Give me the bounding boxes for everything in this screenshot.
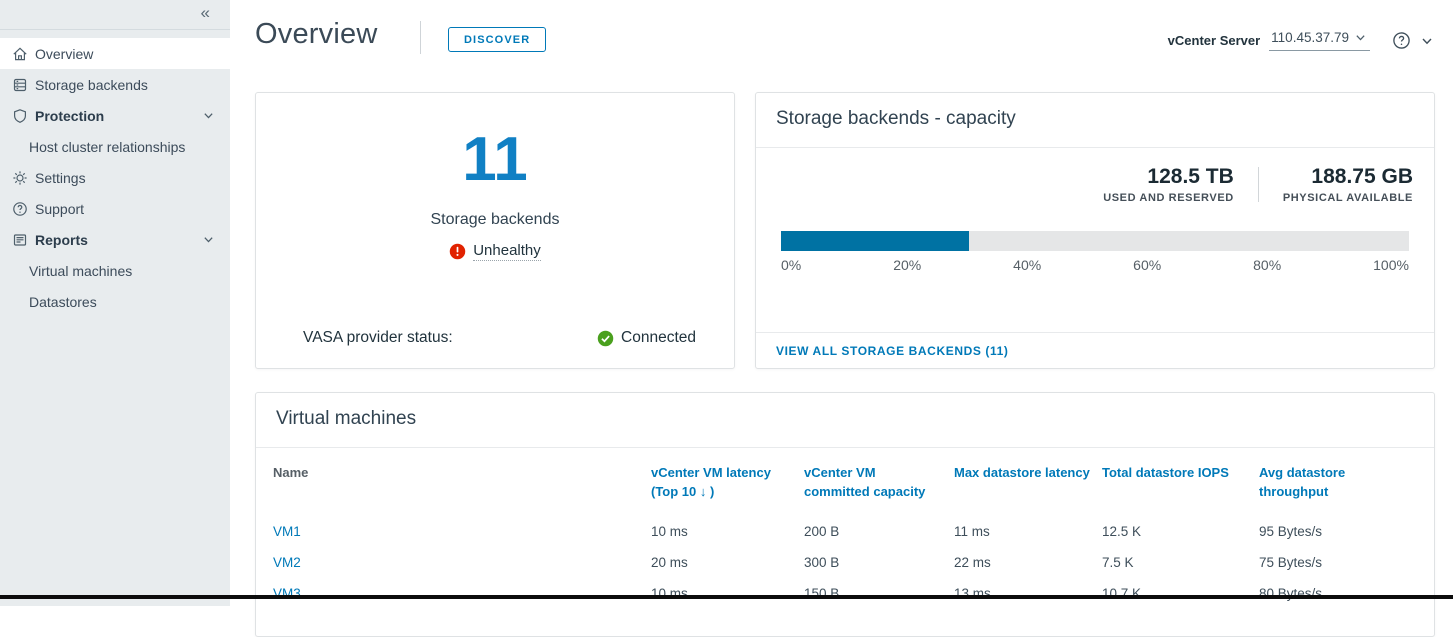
sidebar-item-virtual-machines[interactable]: Virtual machines [0,255,230,286]
axis-tick: 20% [893,257,922,273]
virtual-machines-table: Name vCenter VM latency (Top 10 ↓ ) vCent… [273,463,1416,609]
axis-tick: 80% [1253,257,1282,273]
storage-backends-summary-card: 11 Storage backends Unhealthy VASA provi… [255,92,735,369]
axis-tick: 0% [781,257,802,273]
column-header-max-datastore-latency[interactable]: Max datastore latency [954,465,1090,480]
chevron-down-icon[interactable] [203,110,214,121]
virtual-machines-card-title: Virtual machines [256,393,1434,448]
sidebar-item-support[interactable]: Support [0,193,230,224]
health-status-row: Unhealthy [256,242,734,261]
vasa-provider-label: VASA provider status: [303,329,453,346]
health-status-label[interactable]: Unhealthy [473,242,541,261]
physical-available-value: 188.75 GB [1311,165,1413,188]
report-icon [12,232,28,248]
vasa-status-label: Connected [621,329,696,346]
home-icon [12,46,28,62]
header-right: vCenter Server 110.45.37.79 [1168,30,1433,51]
vm-name-link[interactable]: VM1 [273,524,301,539]
physical-available-stat: 188.75 GB PHYSICAL AVAILABLE [1283,165,1413,204]
capacity-bar-track [781,231,1409,251]
virtual-machines-card: Virtual machines Name vCenter VM latency… [255,392,1435,637]
used-reserved-stat: 128.5 TB USED AND RESERVED [1103,165,1234,204]
vcenter-server-dropdown[interactable]: 110.45.37.79 [1269,30,1370,51]
success-icon [597,330,614,347]
sidebar-item-label: Virtual machines [29,262,133,279]
capacity-card-footer: VIEW ALL STORAGE BACKENDS (11) [756,332,1434,368]
sidebar-nav: Overview Storage backends Protection [0,30,230,317]
column-header-vm-latency[interactable]: vCenter VM latency (Top 10 ↓ ) [651,465,771,499]
table-row: VM3 10 ms 150 B 13 ms 10.7 K 80 Bytes/s [273,578,1416,609]
sidebar-item-label: Datastores [29,293,97,310]
chevron-down-icon[interactable] [203,234,214,245]
help-icon[interactable] [1392,31,1411,50]
vasa-provider-row: VASA provider status: Connected [303,329,696,347]
physical-available-label: PHYSICAL AVAILABLE [1282,192,1413,204]
vm-name-link[interactable]: VM2 [273,555,301,570]
sidebar-item-overview[interactable]: Overview [0,38,230,69]
capacity-axis: 0% 20% 40% 60% 80% 100% [781,257,1409,273]
sidebar-item-storage-backends[interactable]: Storage backends [0,69,230,100]
used-reserved-label: USED AND RESERVED [1103,192,1234,204]
column-header-name: Name [273,465,309,480]
stats-divider [1257,167,1259,202]
capacity-card-title: Storage backends - capacity [756,93,1434,148]
sidebar-header: « [0,0,230,30]
total-datastore-iops-cell: 7.5 K [1102,555,1134,570]
capacity-card: Storage backends - capacity 128.5 TB USE… [755,92,1435,369]
sidebar-item-label: Settings [35,169,86,186]
view-all-storage-backends-link[interactable]: VIEW ALL STORAGE BACKENDS (11) [776,343,1009,358]
discover-button[interactable]: DISCOVER [448,27,547,52]
vcenter-server-label: vCenter Server [1167,33,1261,48]
vasa-provider-status: Connected [597,329,696,347]
page-title: Overview [255,18,378,50]
axis-tick: 40% [1013,257,1042,273]
sidebar-collapse-icon[interactable]: « [200,3,210,22]
error-icon [449,243,466,260]
used-reserved-value: 128.5 TB [1147,165,1234,188]
main-content: Overview DISCOVER vCenter Server 110.45.… [230,0,1453,637]
window-bottom-edge [0,595,1453,599]
column-header-committed-capacity[interactable]: vCenter VM committed capacity [804,465,926,499]
chevron-down-icon [1355,32,1366,43]
axis-tick: 100% [1373,257,1409,273]
sidebar-item-reports[interactable]: Reports [0,224,230,255]
avg-datastore-throughput-cell: 75 Bytes/s [1259,555,1323,570]
max-datastore-latency-cell: 11 ms [954,524,990,539]
sidebar: « Overview Storage backends [0,0,230,606]
total-datastore-iops-cell: 12.5 K [1102,524,1142,539]
chevron-down-icon[interactable] [1421,35,1433,47]
table-row: VM1 10 ms 200 B 11 ms 12.5 K 95 Bytes/s [273,516,1416,547]
sidebar-item-label: Storage backends [35,76,148,93]
capacity-stats: 128.5 TB USED AND RESERVED 188.75 GB PHY… [1103,165,1413,204]
table-row: VM2 20 ms 300 B 22 ms 7.5 K 75 Bytes/s [273,547,1416,578]
avg-datastore-throughput-cell: 95 Bytes/s [1259,524,1323,539]
vcenter-server-value: 110.45.37.79 [1271,30,1349,45]
max-datastore-latency-cell: 22 ms [954,555,991,570]
sidebar-item-host-cluster-relationships[interactable]: Host cluster relationships [0,131,230,162]
gear-icon [12,170,28,186]
storage-icon [12,77,28,93]
sidebar-item-label: Reports [35,231,88,248]
axis-tick: 60% [1133,257,1162,273]
shield-icon [12,108,28,124]
table-header-row: Name vCenter VM latency (Top 10 ↓ ) vCent… [273,463,1416,501]
vm-committed-capacity-cell: 300 B [804,555,840,570]
vm-latency-cell: 20 ms [651,555,688,570]
vm-committed-capacity-cell: 200 B [804,524,840,539]
sidebar-item-settings[interactable]: Settings [0,162,230,193]
storage-backends-count: 11 [462,125,528,194]
sidebar-item-protection[interactable]: Protection [0,100,230,131]
capacity-bar-fill [781,231,970,251]
sidebar-item-label: Host cluster relationships [29,138,186,155]
title-divider [420,21,421,54]
column-header-total-datastore-iops[interactable]: Total datastore IOPS [1102,465,1229,480]
vm-latency-cell: 10 ms [651,524,688,539]
column-header-avg-datastore-throughput[interactable]: Avg datastore throughput [1259,465,1346,499]
sidebar-item-label: Overview [35,45,94,62]
sidebar-item-label: Protection [35,107,105,124]
sidebar-item-label: Support [35,200,85,217]
sidebar-item-datastores[interactable]: Datastores [0,286,230,317]
question-circle-icon [12,201,28,217]
storage-backends-count-label: Storage backends [430,211,560,228]
